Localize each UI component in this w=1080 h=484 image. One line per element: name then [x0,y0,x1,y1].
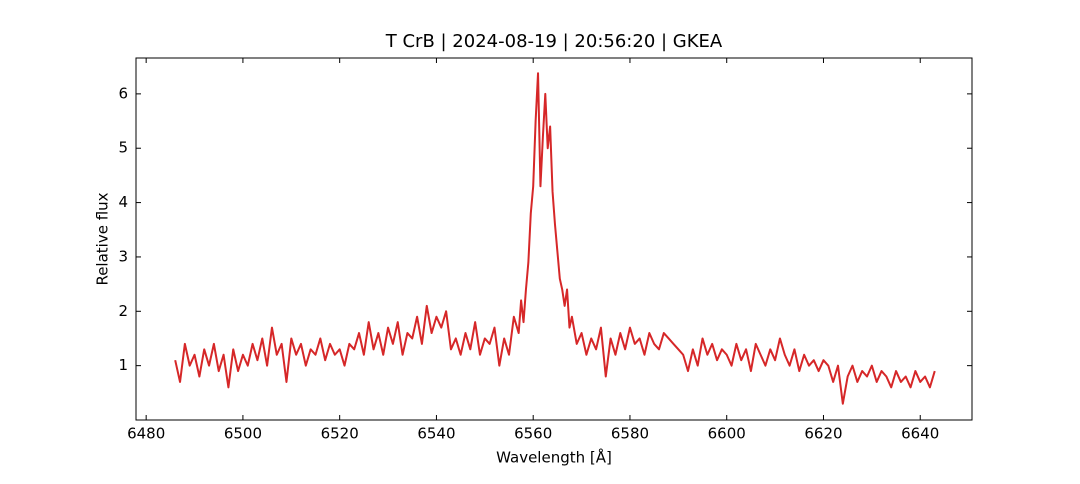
chart-title: T CrB | 2024-08-19 | 20:56:20 | GKEA [385,31,723,52]
x-tick-label: 6560 [514,425,552,443]
spectrum-line [174,72,936,405]
y-tick-label: 4 [118,193,128,211]
y-tick-label: 6 [118,84,128,102]
y-tick-label: 2 [118,302,128,320]
x-tick-label: 6520 [321,425,359,443]
x-tick-label: 6540 [417,425,455,443]
x-tick-label: 6640 [901,425,939,443]
x-tick-label: 6500 [224,425,262,443]
y-tick-label: 5 [118,139,128,157]
x-tick-label: 6620 [804,425,842,443]
x-tick-label: 6580 [611,425,649,443]
y-tick-label: 3 [118,247,128,265]
y-axis-label: Relative flux [94,192,112,285]
x-tick-label: 6480 [127,425,165,443]
x-axis-label: Wavelength [Å] [496,448,612,467]
y-tick-label: 1 [118,356,128,374]
plot-frame [135,57,973,421]
x-tick-label: 6600 [708,425,746,443]
